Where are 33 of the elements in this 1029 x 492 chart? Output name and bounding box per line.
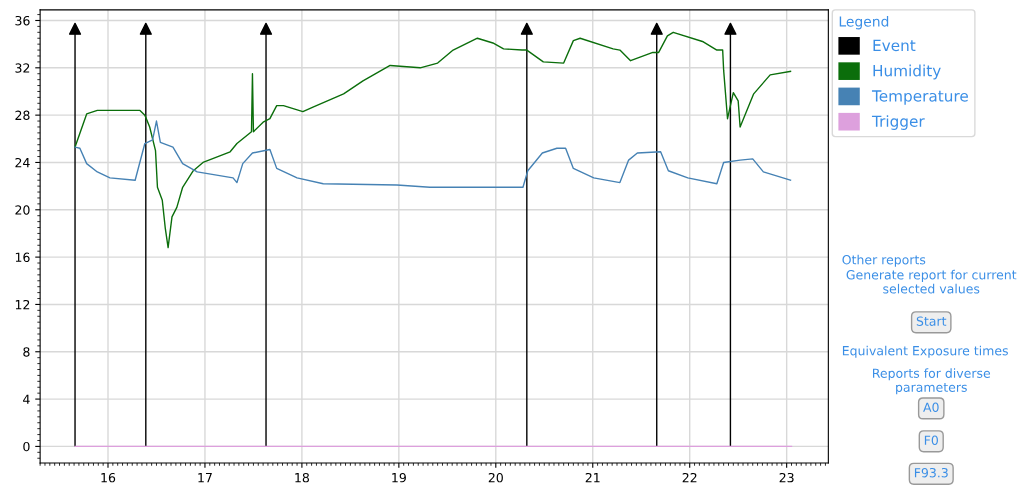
x-tick-label: 22 — [682, 472, 697, 483]
x-tick-label: 20 — [488, 472, 503, 483]
line-series — [74, 31, 792, 249]
y-tick-label: 28 — [15, 110, 30, 121]
x-tick-label: 17 — [198, 473, 212, 483]
legend-title: Legend — [839, 15, 889, 30]
y-tick-label: 4 — [23, 394, 30, 404]
y-tick-label: 8 — [23, 347, 30, 357]
text: Generate report for current selected values — [846, 269, 1017, 294]
line-series — [74, 120, 792, 189]
y-tick-label: 32 — [15, 63, 30, 73]
x-tick-label: 18 — [295, 472, 309, 483]
x-tick-label: 19 — [392, 472, 406, 483]
y-tick-label: 24 — [15, 157, 30, 168]
text: Reports for diverse parameters — [873, 368, 991, 395]
x-tick-label: 23 — [779, 472, 794, 483]
y-tick-label: 36 — [15, 15, 30, 26]
legend-label: Temperature — [871, 90, 968, 105]
text: F0 — [924, 435, 938, 445]
text: Equivalent Exposure times — [842, 345, 1008, 358]
text: F93.3 — [914, 467, 948, 478]
y-tick-label: 20 — [15, 205, 30, 215]
y-tick-label: 16 — [15, 252, 30, 263]
y-tick-label: 0 — [23, 441, 30, 452]
x-tick-label: 21 — [585, 472, 600, 483]
text: A0 — [923, 402, 939, 412]
legend-label: Humidity — [873, 64, 941, 80]
text: Other reports — [842, 254, 926, 267]
legend-label: Event — [873, 39, 916, 52]
y-tick-label: 12 — [15, 299, 30, 310]
x-tick-label: 16 — [101, 472, 116, 483]
text: Start — [916, 316, 947, 326]
legend-label: Trigger — [871, 115, 925, 130]
